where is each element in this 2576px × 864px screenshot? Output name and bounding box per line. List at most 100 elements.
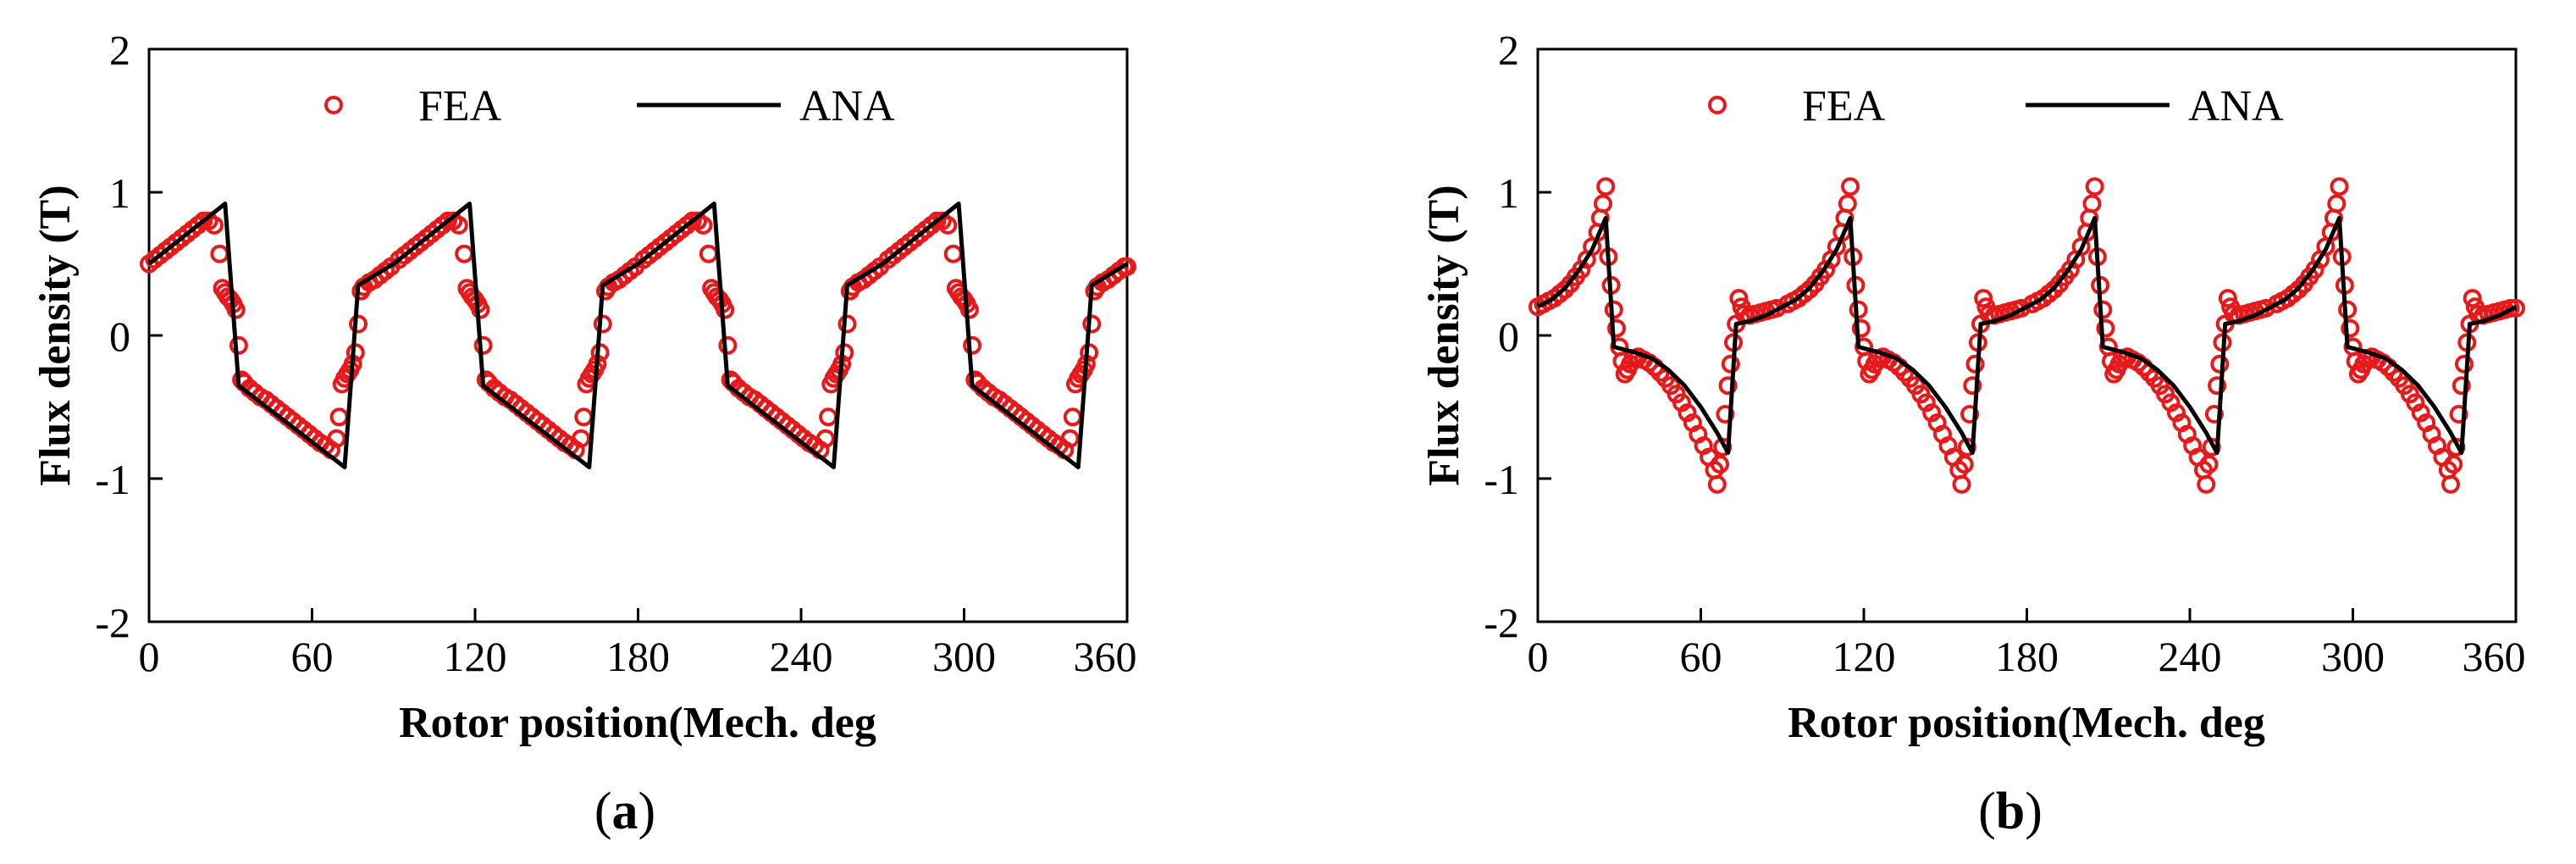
fea-data-point <box>1729 289 1749 308</box>
y-tick-label: 0 <box>109 313 130 360</box>
fea-data-point <box>438 211 457 230</box>
fea-data-point <box>716 300 735 319</box>
ticks-group-b <box>1536 47 2518 623</box>
fea-data-point <box>572 429 591 448</box>
fea-data-point <box>1594 194 1612 213</box>
x-tick-label: 0 <box>1528 633 1549 680</box>
fea-data-point <box>471 300 490 319</box>
fea-data-point <box>927 211 947 230</box>
panel-label-b: (b) <box>1978 783 2043 840</box>
fea-data-point <box>938 215 958 235</box>
plot-frame-a <box>147 47 1129 623</box>
panel-letter-a: a <box>612 783 638 840</box>
x-tick-label: 120 <box>1832 633 1896 680</box>
fea-data-point <box>327 429 346 448</box>
fea-data-point <box>819 407 838 427</box>
fea-data-point <box>593 314 612 334</box>
fea-data-point <box>718 335 738 355</box>
fea-data-point <box>2210 354 2230 374</box>
fea-data-point <box>329 407 349 427</box>
legend-fea-label: FEA <box>1802 82 1886 130</box>
fea-data-point <box>2218 289 2237 308</box>
fea-data-point <box>963 335 982 355</box>
y-tick-label: 1 <box>1498 169 1519 217</box>
fea-data-point <box>699 244 718 263</box>
legend-ana-label: ANA <box>799 82 895 130</box>
y-tick-label: -2 <box>95 599 130 646</box>
fea-data-point <box>1707 474 1727 494</box>
fea-data-point <box>683 211 702 230</box>
fea-data-point <box>2341 318 2360 338</box>
fea-data-point <box>1767 298 1787 318</box>
fea-data-point <box>229 335 248 355</box>
fea-data-point <box>1841 177 1860 197</box>
y-tick-label: 2 <box>109 26 130 74</box>
fea-data-point <box>2463 289 2482 308</box>
plot-frame-b <box>1536 47 2518 623</box>
fea-data-point <box>959 300 979 319</box>
x-tick-label: 300 <box>2321 633 2385 680</box>
fea-data-point <box>2096 318 2115 338</box>
x-tick-label: 240 <box>770 633 833 680</box>
legend-fea-marker <box>324 96 343 114</box>
y-tick-label: 0 <box>1498 313 1519 360</box>
fea-data-point <box>2204 405 2224 424</box>
fea-data-point <box>815 429 835 448</box>
x-tick-label: 300 <box>932 633 996 680</box>
x-tick-label: 180 <box>1995 633 2059 680</box>
fea-data-point <box>2085 177 2104 197</box>
x-tick-label: 180 <box>606 633 670 680</box>
fea-data-point <box>2501 298 2520 318</box>
fea-data-point <box>1922 403 1942 423</box>
fea-data-point <box>1060 429 1080 448</box>
fea-data-point <box>2507 298 2525 318</box>
fea-data-point <box>1063 407 1082 427</box>
fea-data-point <box>2327 194 2347 213</box>
x-tick-label: 240 <box>2159 633 2222 680</box>
x-axis-title: Rotor position(Mech. deg <box>1788 699 2265 747</box>
fea-data-point <box>455 244 474 263</box>
fea-data-point <box>694 215 713 235</box>
fea-data-point <box>1954 455 1974 474</box>
fea-data-point <box>2199 455 2219 474</box>
fea-data-point <box>2197 474 2216 494</box>
y-tick-label: -1 <box>1484 456 1519 503</box>
x-tick-label: 60 <box>291 633 334 680</box>
x-axis-title: Rotor position(Mech. deg <box>399 699 876 747</box>
fea-data-point <box>1952 474 1971 494</box>
ana-series-line <box>147 202 1129 469</box>
fea-data-point <box>349 314 368 334</box>
ticks-group-a <box>147 47 1129 623</box>
fea-data-point <box>2330 177 2349 197</box>
fea-data-point <box>2256 298 2275 318</box>
fea-data-point <box>574 407 594 427</box>
fea-data-point <box>226 300 246 319</box>
fea-data-point <box>449 215 468 235</box>
fea-data-point <box>1960 405 1980 424</box>
x-tick-label: 360 <box>1074 633 1137 680</box>
fea-data-point <box>2449 405 2468 424</box>
legend-ana-label: ANA <box>2188 82 2284 130</box>
fea-data-point <box>1721 354 1740 374</box>
fea-data-point <box>1963 376 1982 396</box>
x-tick-label: 360 <box>2463 633 2526 680</box>
fea-data-point <box>1838 194 1857 213</box>
fea-data-point <box>210 244 229 263</box>
fea-data-point <box>1716 405 1735 424</box>
chart-panel-b: -2 -1 0 1 2 0 60 120 180 240 300 360 Rot… <box>1420 26 2526 840</box>
fea-data-point <box>1596 177 1616 197</box>
x-tick-label: 0 <box>139 633 160 680</box>
y-tick-label: -2 <box>1484 599 1519 646</box>
fea-data-point <box>1082 314 1102 334</box>
fea-data-point <box>194 211 213 230</box>
fea-data-point <box>1851 318 1871 338</box>
legend-fea-label: FEA <box>418 82 502 130</box>
fea-data-point <box>2441 474 2460 494</box>
fea-data-point <box>2208 376 2227 396</box>
x-tick-label: 120 <box>444 633 507 680</box>
fea-data-point <box>1678 403 1697 423</box>
x-tick-label: 60 <box>1680 633 1722 680</box>
fea-data-point <box>2411 403 2430 423</box>
fea-data-point <box>1974 289 1993 308</box>
